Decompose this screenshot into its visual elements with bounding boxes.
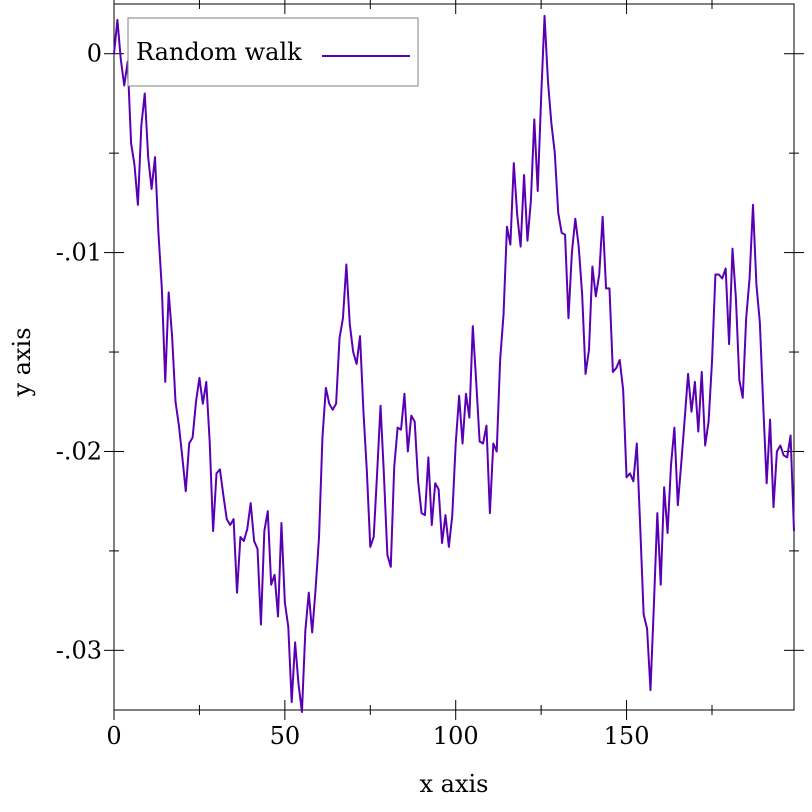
plot-frame [113, 3, 795, 711]
x-axis-title: x axis [420, 770, 489, 798]
x-tick-label: 50 [270, 722, 301, 750]
y-tick-label: -.02 [56, 437, 102, 465]
y-tick-label: -.01 [56, 239, 102, 267]
legend-label: Random walk [136, 38, 302, 66]
legend: Random walk [127, 17, 419, 87]
y-tick-label: -.03 [56, 636, 102, 664]
x-tick-label: 150 [604, 722, 650, 750]
legend-box [127, 17, 419, 87]
x-tick-label: 0 [106, 722, 121, 750]
x-tick-label: 100 [433, 722, 479, 750]
series-line-random-walk [113, 14, 795, 713]
axis-tick-labels: 0 50 100 150 0 -.01 -.02 -.03 [56, 40, 650, 750]
y-axis-title: y axis [8, 327, 36, 397]
axis-ticks [104, 0, 804, 720]
y-tick-label: 0 [87, 40, 102, 68]
